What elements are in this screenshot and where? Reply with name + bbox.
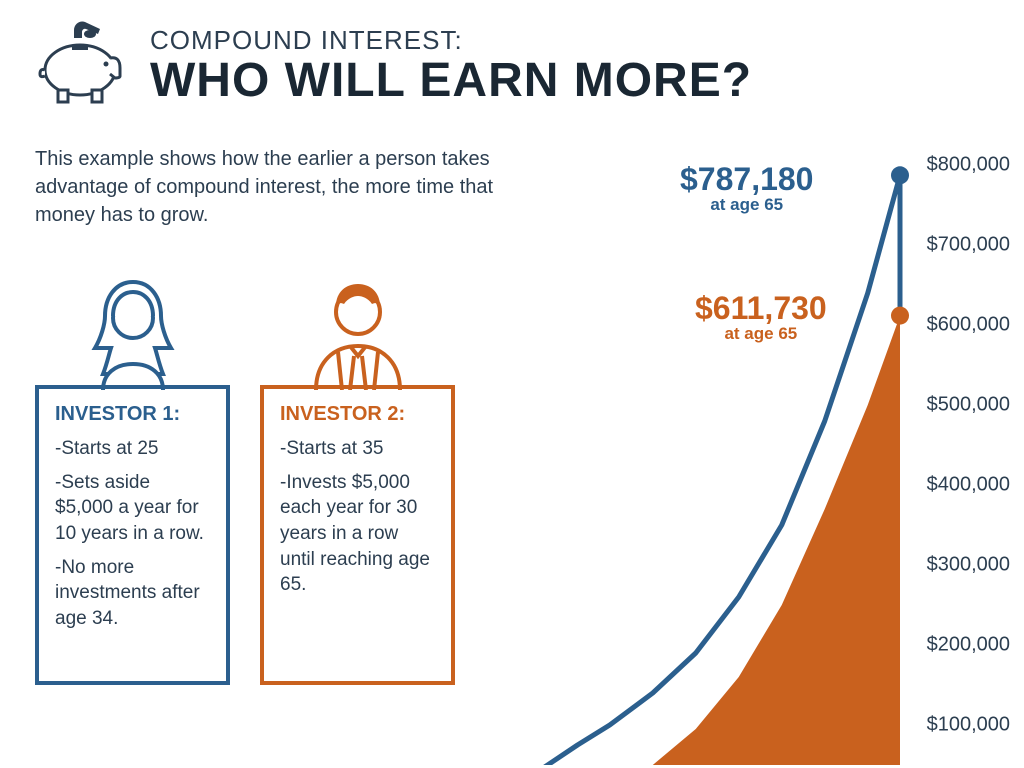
investor-2-title: INVESTOR 2:: [280, 403, 435, 426]
woman-icon: [73, 270, 193, 390]
investor-2-line: -Starts at 35: [280, 436, 435, 462]
y-tick-label: $200,000: [927, 634, 1010, 657]
y-tick-label: $700,000: [927, 234, 1010, 257]
investor-1-line: -Starts at 25: [55, 436, 210, 462]
end-value-2: $611,730: [695, 292, 827, 324]
investor-1-title: INVESTOR 1:: [55, 403, 210, 426]
y-tick-label: $100,000: [927, 714, 1010, 737]
man-icon: [298, 270, 418, 390]
y-tick-label: $400,000: [927, 474, 1010, 497]
piggy-bank-icon: [30, 20, 130, 110]
investor-cards: INVESTOR 1: -Starts at 25 -Sets aside $5…: [35, 270, 455, 685]
y-tick-label: $800,000: [927, 154, 1010, 177]
investor-2-card: INVESTOR 2: -Starts at 35 -Invests $5,00…: [260, 385, 455, 685]
investor-1: INVESTOR 1: -Starts at 25 -Sets aside $5…: [35, 270, 230, 685]
header: COMPOUND INTEREST: WHO WILL EARN MORE?: [0, 0, 1024, 120]
investor-1-line: -No more investments after age 34.: [55, 555, 210, 632]
y-tick-label: $300,000: [927, 554, 1010, 577]
end-value-1: $787,180: [680, 163, 813, 195]
y-tick-label: $500,000: [927, 394, 1010, 417]
investor-1-card: INVESTOR 1: -Starts at 25 -Sets aside $5…: [35, 385, 230, 685]
y-tick-label: $600,000: [927, 314, 1010, 337]
title-block: COMPOUND INTEREST: WHO WILL EARN MORE?: [150, 20, 752, 106]
end-sub-2: at age 65: [695, 324, 827, 344]
headline-text: WHO WILL EARN MORE?: [150, 56, 752, 106]
growth-chart: $800,000 $700,000 $600,000 $500,000 $400,000…: [470, 155, 1010, 765]
investor-2-line: -Invests $5,000 each year for 30 years i…: [280, 470, 435, 598]
investor-2: INVESTOR 2: -Starts at 35 -Invests $5,00…: [260, 270, 455, 685]
investor-1-line: -Sets aside $5,000 a year for 10 years i…: [55, 470, 210, 547]
investor-2-end-label: $611,730 at age 65: [695, 292, 827, 344]
investor-1-end-label: $787,180 at age 65: [680, 163, 813, 215]
eyebrow-text: COMPOUND INTEREST:: [150, 25, 752, 56]
end-sub-1: at age 65: [680, 195, 813, 215]
